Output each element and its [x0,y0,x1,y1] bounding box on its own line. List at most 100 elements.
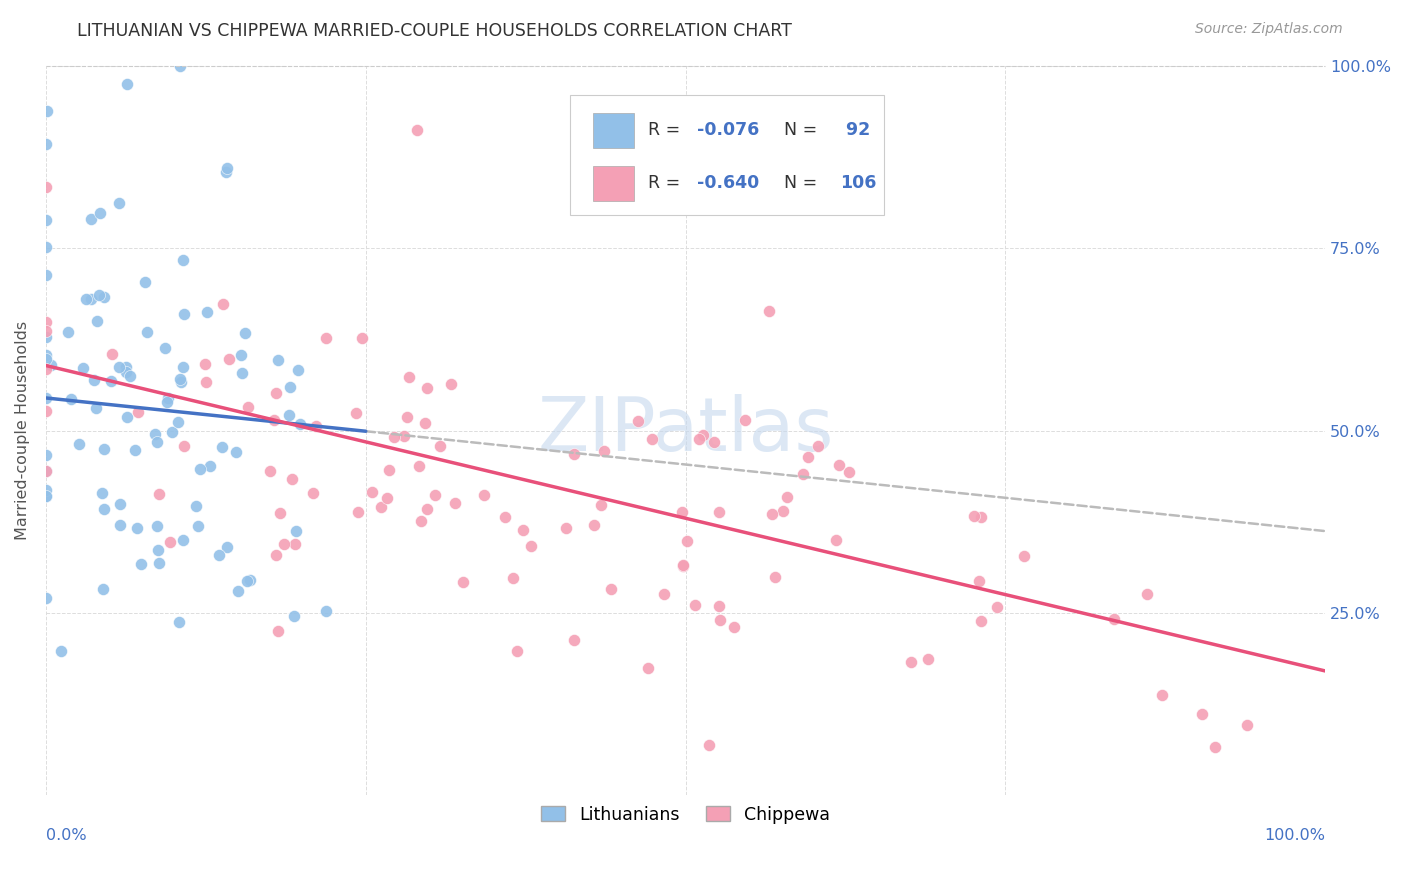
Point [136,325,159,339]
Point [35,324,58,338]
Point [156,394,179,409]
Point [520,539,543,553]
Point [361,485,384,500]
Point [172,253,194,268]
Point [963,509,986,524]
Point [281,472,304,486]
Point [159,535,181,549]
FancyBboxPatch shape [593,166,634,201]
Point [734,413,756,427]
Point [226,583,249,598]
Point [1102,611,1125,625]
Point [626,413,648,427]
Point [173,439,195,453]
Point [970,615,993,629]
Point [259,464,281,478]
Point [709,505,731,519]
Point [217,161,239,176]
Point [688,432,710,446]
Point [807,439,830,453]
Point [411,514,433,528]
Point [217,540,239,554]
Point [685,598,707,612]
Point [723,620,745,634]
Point [134,275,156,289]
Point [582,518,605,533]
Point [266,385,288,400]
Point [115,365,138,379]
Point [35,489,58,503]
Point [792,467,814,481]
Point [917,652,939,666]
Point [173,307,195,321]
Point [35,240,58,254]
Point [672,558,695,572]
Point [284,524,307,539]
Point [502,570,524,584]
Point [838,465,860,479]
Point [169,372,191,386]
Point [218,352,240,367]
Point [124,443,146,458]
Point [970,509,993,524]
Point [1012,549,1035,563]
Point [35,137,58,152]
Point [761,508,783,522]
Point [231,366,253,380]
Point [89,206,111,220]
Point [200,459,222,474]
Point [593,444,616,458]
Point [35,104,58,119]
Point [1204,740,1226,755]
Point [640,432,662,446]
Point [825,533,848,548]
Point [170,376,193,390]
Point [56,325,79,339]
Point [443,496,465,510]
Point [212,296,235,310]
Point [35,348,58,362]
Point [472,488,495,502]
Point [35,490,58,504]
Point [304,419,326,434]
Point [267,624,290,639]
Point [416,502,439,516]
Point [75,292,97,306]
Point [287,363,309,377]
Point [91,486,114,500]
Y-axis label: Married-couple Households: Married-couple Households [15,321,30,540]
Point [415,381,437,395]
Text: N =: N = [772,121,823,139]
Point [273,537,295,551]
Point [671,505,693,519]
Point [72,360,94,375]
Point [127,521,149,535]
Point [302,485,325,500]
Point [153,341,176,355]
Point [637,661,659,675]
Point [269,506,291,520]
Point [828,458,851,473]
Point [35,391,58,405]
Point [315,331,337,345]
Point [35,483,58,498]
Point [91,582,114,597]
Point [288,417,311,431]
Point [512,523,534,537]
Legend: Lithuanians, Chippewa: Lithuanians, Chippewa [534,798,837,830]
Point [797,450,820,464]
Text: 106: 106 [841,174,877,193]
Point [79,211,101,226]
Point [115,77,138,91]
Point [429,440,451,454]
Point [423,488,446,502]
Point [494,509,516,524]
Point [148,487,170,501]
Text: 100.0%: 100.0% [1264,829,1324,843]
Point [93,290,115,304]
Point [194,358,217,372]
Point [697,738,720,752]
Point [35,212,58,227]
Point [51,644,73,658]
Point [236,574,259,588]
